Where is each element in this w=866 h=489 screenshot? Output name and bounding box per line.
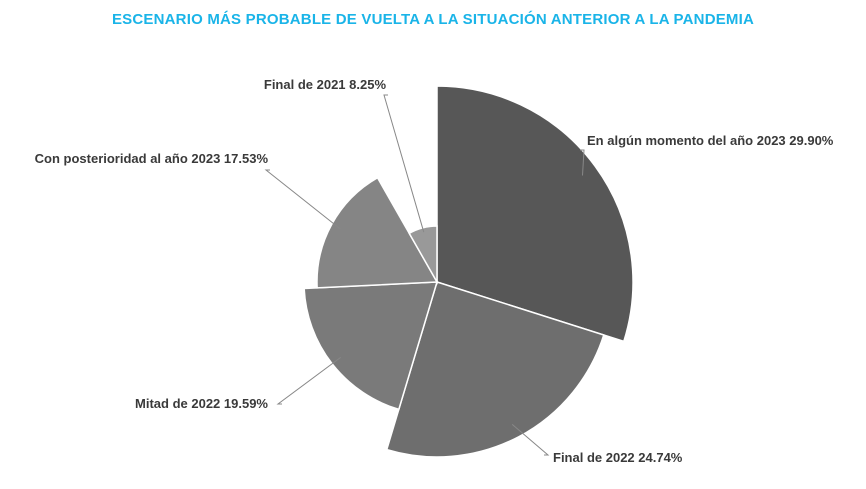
slice-label-4: Con posterioridad al año 2023 17.53%	[35, 151, 269, 166]
leader-line-2	[511, 424, 550, 456]
slice-label-5: Final de 2021 8.25%	[264, 77, 387, 92]
chart-title: ESCENARIO MÁS PROBABLE DE VUELTA A LA SI…	[111, 11, 755, 28]
pie-slice-2	[385, 281, 605, 458]
pie-slice-1	[436, 85, 634, 343]
leader-line-1	[580, 149, 585, 176]
slice-label-1: En algún momento del año 2023 29.90%	[587, 133, 834, 148]
slice-label-2: Final de 2022 24.74%	[553, 450, 683, 465]
slice-label-3: Mitad de 2022 19.59%	[135, 396, 268, 411]
leader-line-3	[276, 356, 341, 405]
leader-line-5	[383, 94, 425, 233]
pie-slice-4	[316, 176, 439, 289]
leader-line-4	[264, 169, 341, 230]
